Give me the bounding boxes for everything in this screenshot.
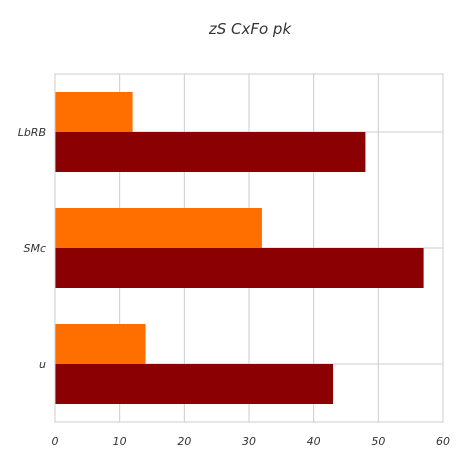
y-tick-label: SMc bbox=[23, 242, 46, 255]
x-tick-label: 50 bbox=[371, 435, 385, 448]
x-tick-label: 20 bbox=[177, 435, 191, 448]
bar-u-series-2 bbox=[55, 364, 334, 404]
bar-lbrb-series-2 bbox=[55, 132, 366, 172]
bar-smc-series-2 bbox=[55, 248, 424, 288]
bar-u-series-1 bbox=[55, 324, 146, 364]
bar-lbrb-series-1 bbox=[55, 92, 133, 132]
bars bbox=[55, 92, 424, 404]
y-tick-label: u bbox=[39, 358, 46, 371]
chart-title: zS CxFo pk bbox=[208, 20, 293, 38]
x-tick-label: 0 bbox=[52, 435, 59, 448]
x-tick-label: 30 bbox=[242, 435, 256, 448]
x-tick-label: 40 bbox=[307, 435, 321, 448]
x-tick-label: 60 bbox=[436, 435, 450, 448]
axes: 0 10 20 30 40 50 60 LbRB SMc u bbox=[18, 73, 450, 448]
bar-smc-series-1 bbox=[55, 208, 262, 248]
y-tick-label: LbRB bbox=[18, 126, 46, 139]
x-tick-label: 10 bbox=[113, 435, 127, 448]
plot-frame bbox=[54, 73, 444, 423]
